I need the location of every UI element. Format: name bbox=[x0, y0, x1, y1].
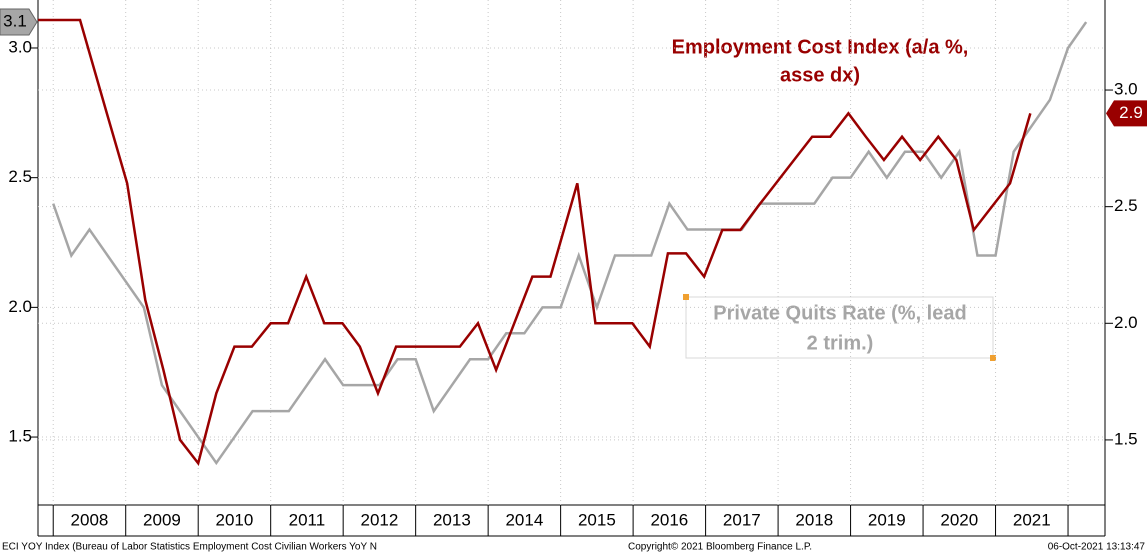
handle bbox=[990, 355, 996, 361]
annotation: 2 trim.) bbox=[807, 332, 874, 354]
y-tick-label: 2.0 bbox=[8, 297, 32, 316]
x-tick-label: 2018 bbox=[795, 510, 833, 529]
y2-tick-label: 3.0 bbox=[1114, 80, 1138, 99]
x-tick-label: 2017 bbox=[723, 510, 761, 529]
last-value-label: 3.1 bbox=[3, 12, 27, 31]
y2-tick-label: 2.5 bbox=[1114, 196, 1138, 215]
y-tick-label: 2.5 bbox=[8, 167, 32, 186]
x-tick-label: 2008 bbox=[71, 510, 109, 529]
x-tick-label: 2016 bbox=[650, 510, 688, 529]
y2-tick-label: 2.0 bbox=[1114, 313, 1138, 332]
x-tick-label: 2011 bbox=[289, 510, 326, 529]
annotation: asse dx) bbox=[780, 64, 860, 86]
y2-tick-label: 1.5 bbox=[1114, 429, 1138, 448]
y-tick-label: 3.0 bbox=[8, 37, 32, 56]
annotation: Employment Cost Index (a/a %, bbox=[672, 36, 969, 58]
x-tick-label: 2019 bbox=[868, 510, 906, 529]
x-tick-label: 2015 bbox=[578, 510, 616, 529]
x-tick-label: 2009 bbox=[143, 510, 181, 529]
series-line bbox=[38, 18, 1032, 467]
footer-date: 06-Oct-2021 13:13:47 bbox=[1048, 542, 1146, 553]
grid-layer bbox=[38, 0, 1105, 505]
annotation: Private Quits Rate (%, lead bbox=[713, 302, 966, 324]
last-value-badge bbox=[0, 8, 38, 36]
x-tick-label: 2021 bbox=[1013, 510, 1051, 529]
last-value-label: 2.9 bbox=[1119, 103, 1143, 122]
last-value-badge bbox=[1106, 100, 1147, 127]
x-tick-label: 2013 bbox=[433, 510, 471, 529]
annotation-box bbox=[685, 296, 994, 359]
footer-source: ECI YOY Index (Bureau of Labor Statistic… bbox=[2, 542, 377, 553]
x-tick-label: 2014 bbox=[505, 510, 543, 529]
y-tick-label: 1.5 bbox=[8, 427, 32, 446]
x-tick-label: 2010 bbox=[216, 510, 254, 529]
x-tick-label: 2012 bbox=[360, 510, 398, 529]
x-tick-label: 2020 bbox=[940, 510, 978, 529]
footer-copyright: Copyright© 2021 Bloomberg Finance L.P. bbox=[628, 542, 812, 553]
handle bbox=[683, 294, 689, 300]
